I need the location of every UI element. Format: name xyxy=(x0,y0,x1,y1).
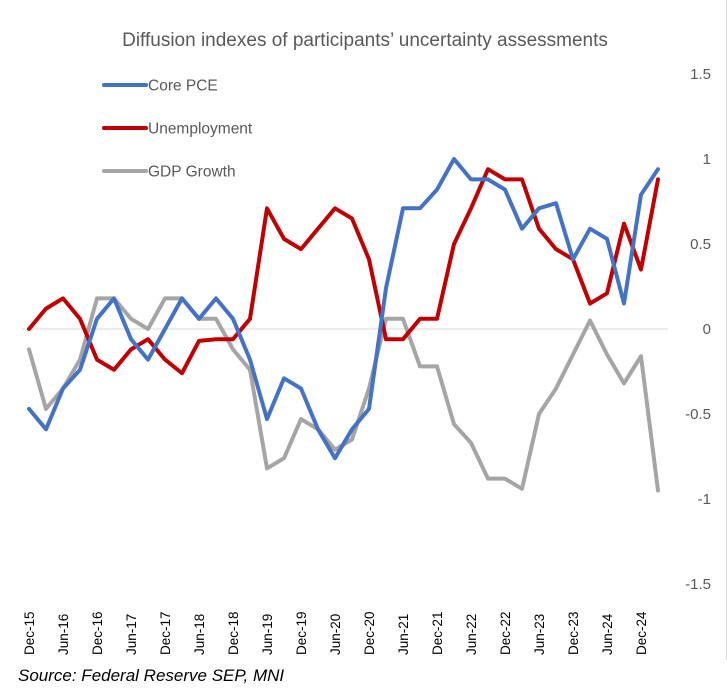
x-tick-label: Jun-18 xyxy=(192,614,207,655)
x-tick-label: Dec-18 xyxy=(226,611,241,655)
x-tick-label: Jun-19 xyxy=(260,614,275,655)
y-axis-ticks: 1.5 1 0.5 0 -0.5 -1 -1.5 xyxy=(685,66,711,593)
y-tick-label: -0.5 xyxy=(685,406,711,423)
series-lines xyxy=(27,157,660,493)
legend: Core PCE Unemployment GDP Growth xyxy=(102,78,253,181)
x-tick-label: Jun-24 xyxy=(600,613,615,655)
x-tick-label: Dec-15 xyxy=(22,611,37,655)
y-tick-label: -1.5 xyxy=(685,576,711,593)
x-axis-ticks: Dec-15 Jun-16 Dec-16 Jun-17 Dec-17 Jun-18 Dec-… xyxy=(22,611,649,655)
series-line-0 xyxy=(27,157,660,461)
legend-label-0: Core PCE xyxy=(148,78,218,95)
chart-title: Diffusion indexes of participants’ uncer… xyxy=(122,30,608,51)
legend-label-2: GDP Growth xyxy=(148,164,236,181)
x-tick-label: Dec-23 xyxy=(566,611,581,655)
line-chart: Diffusion indexes of participants’ uncer… xyxy=(22,30,711,655)
y-tick-label: 0.5 xyxy=(690,236,711,253)
x-tick-label: Dec-16 xyxy=(90,611,105,655)
x-tick-label: Dec-24 xyxy=(634,611,649,655)
x-tick-label: Dec-20 xyxy=(362,611,377,655)
series-line-2 xyxy=(27,296,660,493)
x-tick-label: Jun-20 xyxy=(328,614,343,655)
x-tick-label: Jun-21 xyxy=(396,614,411,655)
y-tick-label: 0 xyxy=(703,321,711,338)
legend-label-1: Unemployment xyxy=(148,121,253,138)
x-tick-label: Dec-19 xyxy=(294,611,309,655)
source-note: Source: Federal Reserve SEP, MNI xyxy=(18,666,285,685)
chart-container: Diffusion indexes of participants’ uncer… xyxy=(22,0,727,660)
x-tick-label: Jun-16 xyxy=(56,614,71,655)
y-tick-label: 1 xyxy=(703,151,711,168)
series-line-1 xyxy=(27,167,660,376)
x-tick-label: Jun-22 xyxy=(464,614,479,655)
x-tick-label: Dec-17 xyxy=(158,611,173,655)
y-tick-label: 1.5 xyxy=(690,66,711,83)
x-tick-label: Jun-17 xyxy=(124,614,139,655)
x-tick-label: Dec-21 xyxy=(430,611,445,655)
y-tick-label: -1 xyxy=(698,491,711,508)
x-tick-label: Jun-23 xyxy=(532,614,547,655)
x-tick-label: Dec-22 xyxy=(498,611,513,655)
